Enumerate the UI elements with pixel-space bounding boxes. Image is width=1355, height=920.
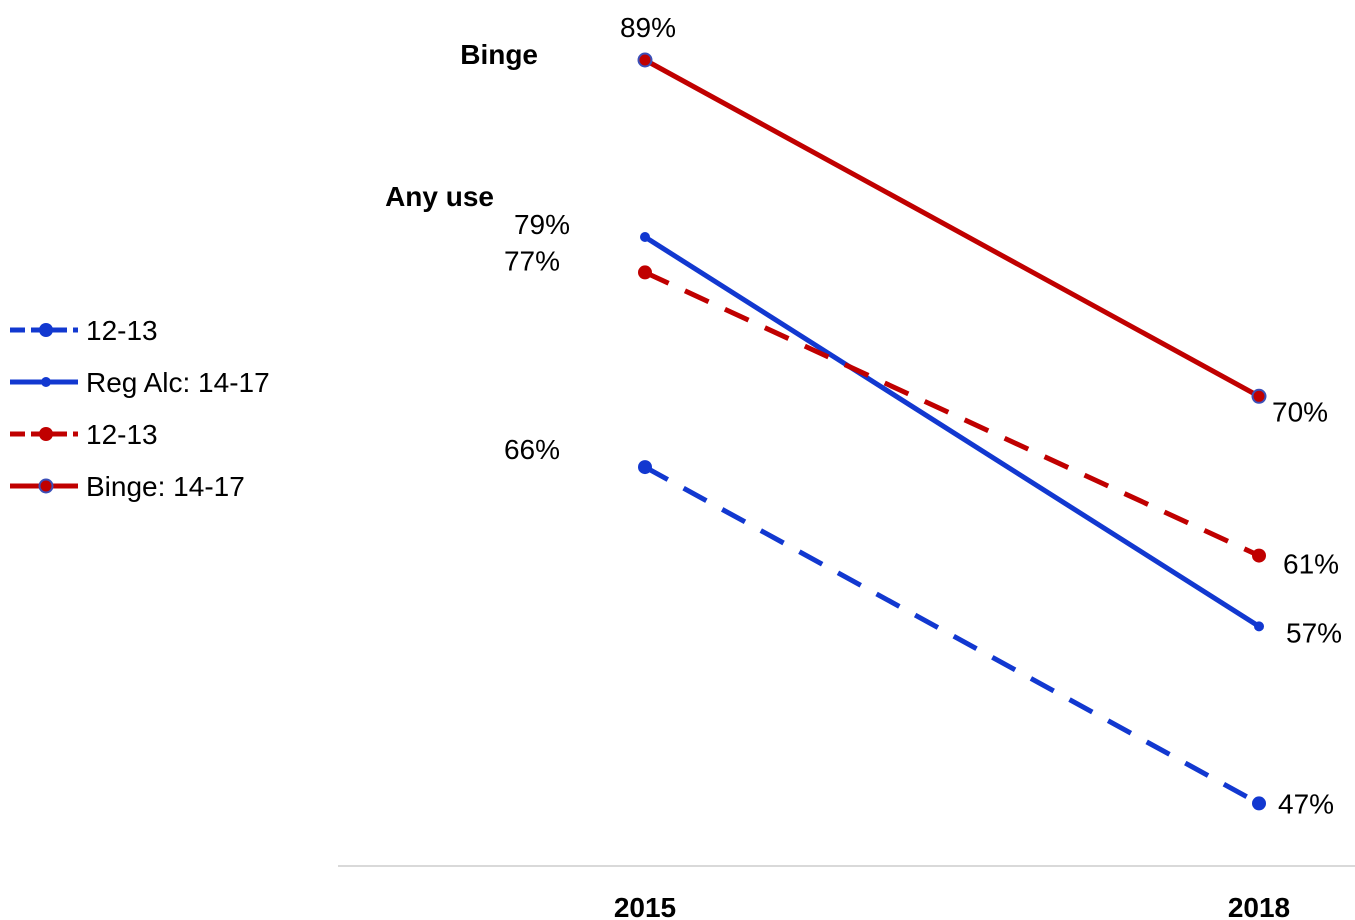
legend-item: 12-13 [10, 419, 158, 450]
legend-label: 12-13 [86, 419, 158, 450]
legend-marker [41, 377, 51, 387]
data-point [638, 460, 652, 475]
data-point [1252, 796, 1266, 811]
series-2 [640, 232, 1264, 632]
data-label: 66% [504, 434, 560, 465]
label-layer: 66% 47% 79% 57% 77% 61% 89% 70% Binge Any use [385, 12, 1342, 819]
group-label: Binge [460, 39, 538, 70]
legend-label: Reg Alc: 14-17 [86, 367, 270, 398]
legend: 12-13 Reg Alc: 14-17 12-13 Binge: 14-17 [10, 315, 270, 502]
data-label: 61% [1283, 549, 1339, 580]
series-3 [638, 265, 1266, 563]
legend-item: Binge: 14-17 [10, 471, 245, 502]
data-point [1254, 621, 1264, 632]
legend-item: Reg Alc: 14-17 [10, 367, 270, 398]
series-line [643, 464, 1261, 806]
data-point [637, 52, 653, 68]
series-4 [637, 52, 1267, 404]
legend-marker [39, 427, 53, 441]
x-tick-label: 2015 [614, 892, 676, 920]
legend-item: 12-13 [10, 315, 158, 346]
legend-marker [38, 478, 54, 494]
data-point [640, 232, 650, 242]
series-layer [637, 52, 1267, 811]
series-line [643, 57, 1261, 399]
data-label: 77% [504, 245, 560, 276]
data-label: 79% [514, 209, 570, 240]
legend-label: 12-13 [86, 315, 158, 346]
data-point [1252, 548, 1266, 563]
group-label: Any use [385, 181, 494, 212]
data-point [1251, 388, 1267, 404]
series-line [643, 234, 1261, 629]
x-tick-label: 2018 [1228, 892, 1290, 920]
data-label: 57% [1286, 617, 1342, 648]
data-label: 47% [1278, 788, 1334, 819]
data-label: 89% [620, 12, 676, 43]
series-line [643, 270, 1261, 558]
data-point [638, 265, 652, 280]
legend-marker [39, 323, 53, 337]
data-label: 70% [1272, 396, 1328, 427]
series-1 [638, 460, 1266, 811]
x-tick-layer: 2015 2018 [614, 892, 1290, 920]
legend-label: Binge: 14-17 [86, 471, 245, 502]
